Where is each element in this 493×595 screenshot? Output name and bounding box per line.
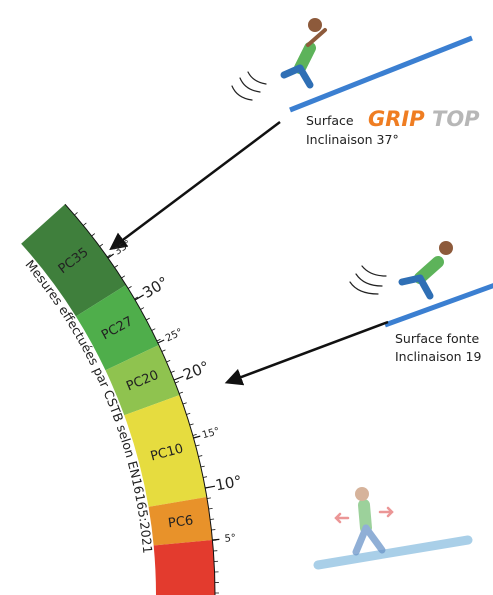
minor-tick: [151, 328, 156, 331]
minor-tick: [186, 412, 191, 415]
scale-segment: [21, 204, 126, 317]
major-tick: [193, 435, 201, 439]
scale-segment: [148, 497, 213, 546]
surface-label: Surface: [306, 113, 354, 128]
minor-tick: [146, 317, 150, 321]
person-slipping: [231, 18, 327, 101]
logo-grip: GRIP: [368, 107, 425, 131]
minor-tick: [99, 243, 104, 247]
minor-tick: [114, 264, 119, 268]
minor-tick: [82, 222, 87, 226]
minor-tick: [182, 402, 187, 405]
minor-tick: [200, 465, 205, 468]
tick-label: 5°: [224, 533, 236, 545]
surface-label: Surface fonte: [395, 331, 479, 346]
slope: [289, 35, 473, 113]
inclination-label: Inclinaison 37°: [306, 132, 399, 147]
tick-label: 25°: [164, 327, 185, 345]
scale-segment: [105, 345, 180, 416]
flat-surface: [313, 535, 473, 570]
minor-tick: [121, 275, 126, 279]
person-slipping: [349, 241, 453, 300]
arrow: [109, 121, 281, 251]
major-tick: [212, 538, 220, 541]
minor-tick: [140, 307, 145, 310]
major-tick: [157, 339, 165, 344]
minor-tick: [198, 455, 203, 457]
scale-segment: [75, 285, 159, 371]
minor-tick: [161, 349, 166, 352]
minor-tick: [178, 391, 184, 394]
segment-label: PC6: [167, 513, 194, 531]
major-tick: [205, 485, 216, 489]
minor-tick: [195, 444, 200, 447]
minor-tick: [208, 508, 213, 510]
minor-tick: [189, 423, 194, 426]
slip-scale: PC35PC27PC20PC10PC635°30°25°20°15°10°5°M…: [21, 203, 243, 595]
tick-label: 30°: [139, 273, 171, 302]
tick-label: 10°: [214, 472, 243, 495]
major-tick: [134, 294, 144, 301]
tick-label: 20°: [180, 357, 211, 384]
minor-tick: [127, 286, 132, 289]
minor-tick: [91, 233, 96, 237]
scale-segment: [153, 540, 215, 595]
minor-tick: [192, 434, 197, 436]
minor-tick: [107, 254, 111, 258]
slope: [384, 283, 493, 328]
tick-label: 15°: [201, 426, 221, 441]
inclination-label: Inclinaison 19: [395, 349, 481, 364]
minor-tick: [175, 381, 180, 384]
minor-tick: [210, 518, 215, 520]
tick-label: 35°: [113, 238, 134, 257]
major-tick: [173, 375, 184, 381]
minor-tick: [156, 338, 161, 342]
major-tick: [107, 253, 115, 259]
arrow: [224, 320, 389, 386]
minor-tick: [166, 360, 171, 363]
minor-tick: [74, 212, 78, 216]
minor-tick: [206, 497, 211, 499]
minor-tick: [202, 476, 208, 478]
logo-top: TOP: [432, 107, 480, 131]
scale-segment: [124, 395, 207, 507]
person-walking: [334, 487, 394, 556]
minor-tick: [170, 370, 175, 373]
minor-tick: [134, 296, 139, 300]
scale-edge: [64, 203, 216, 595]
